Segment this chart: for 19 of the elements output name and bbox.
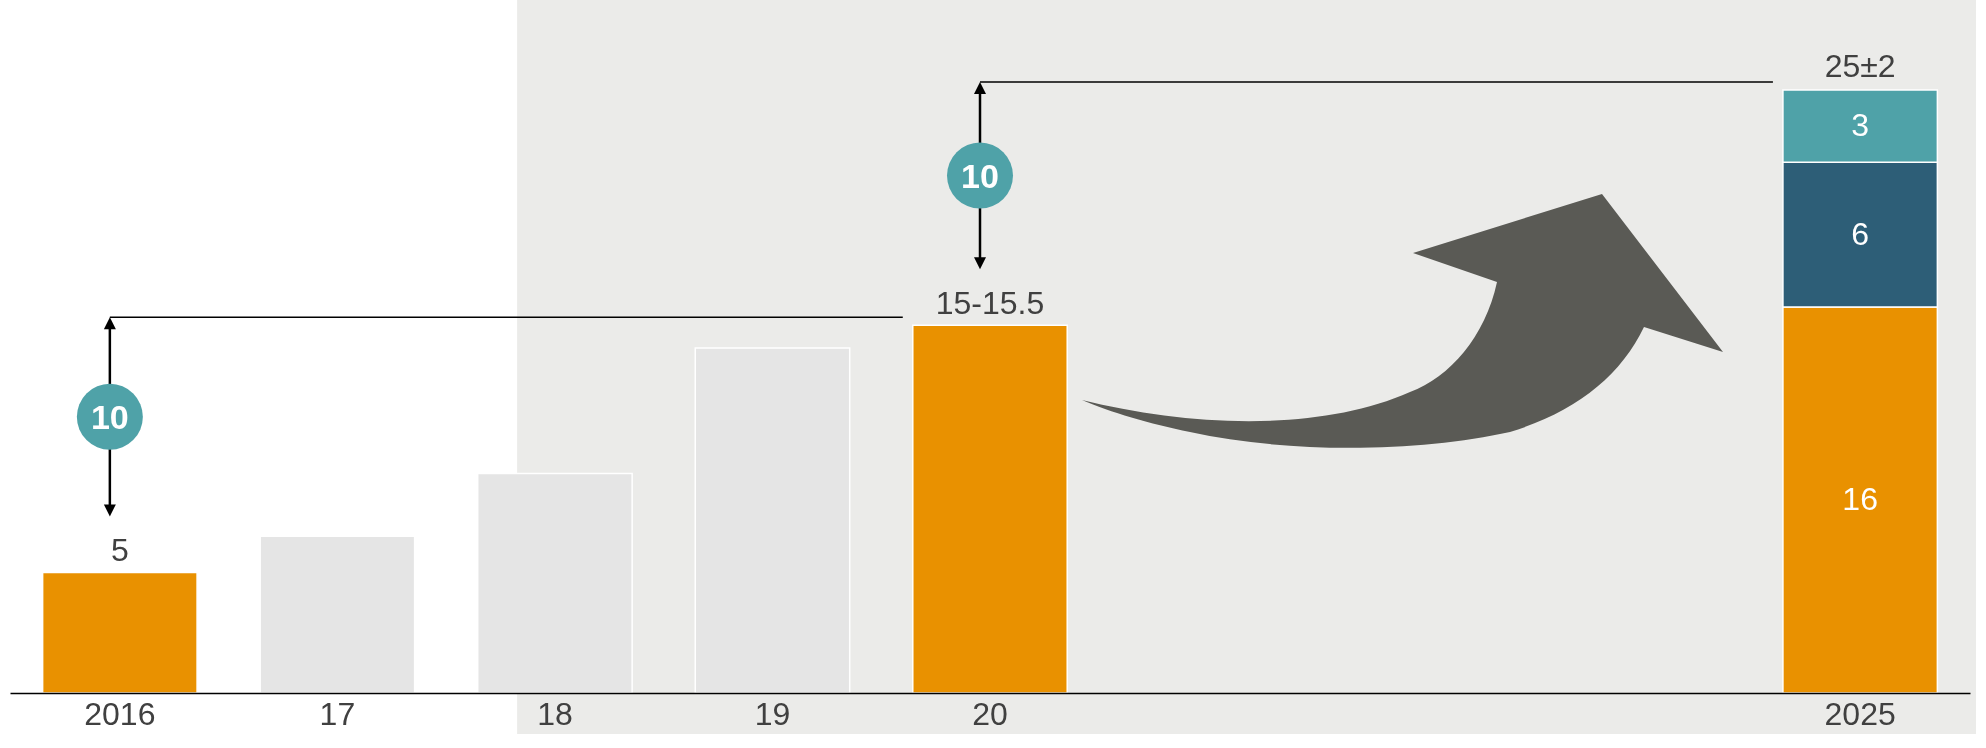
bar	[476, 472, 633, 694]
x-tick-label: 2016	[84, 695, 156, 732]
x-tick-label: 20	[972, 695, 1008, 732]
x-tick-label: 19	[754, 695, 791, 732]
data-label: 6	[1851, 215, 1870, 252]
data-label: 15-15.5	[935, 285, 1045, 322]
x-tick-label: 17	[319, 695, 356, 732]
total-label: 25±2	[1824, 48, 1896, 84]
bar	[259, 535, 416, 694]
x-tick-label: 2025	[1824, 695, 1896, 732]
annotation: 10	[90, 397, 129, 436]
bar	[41, 571, 198, 694]
data-label: 3	[1851, 107, 1870, 144]
bar	[694, 347, 851, 694]
data-label: 16	[1842, 481, 1878, 518]
annotation: 10	[961, 156, 999, 195]
data-label: 5	[110, 532, 129, 569]
bar	[912, 324, 1068, 694]
x-tick-label: 18	[537, 695, 573, 732]
